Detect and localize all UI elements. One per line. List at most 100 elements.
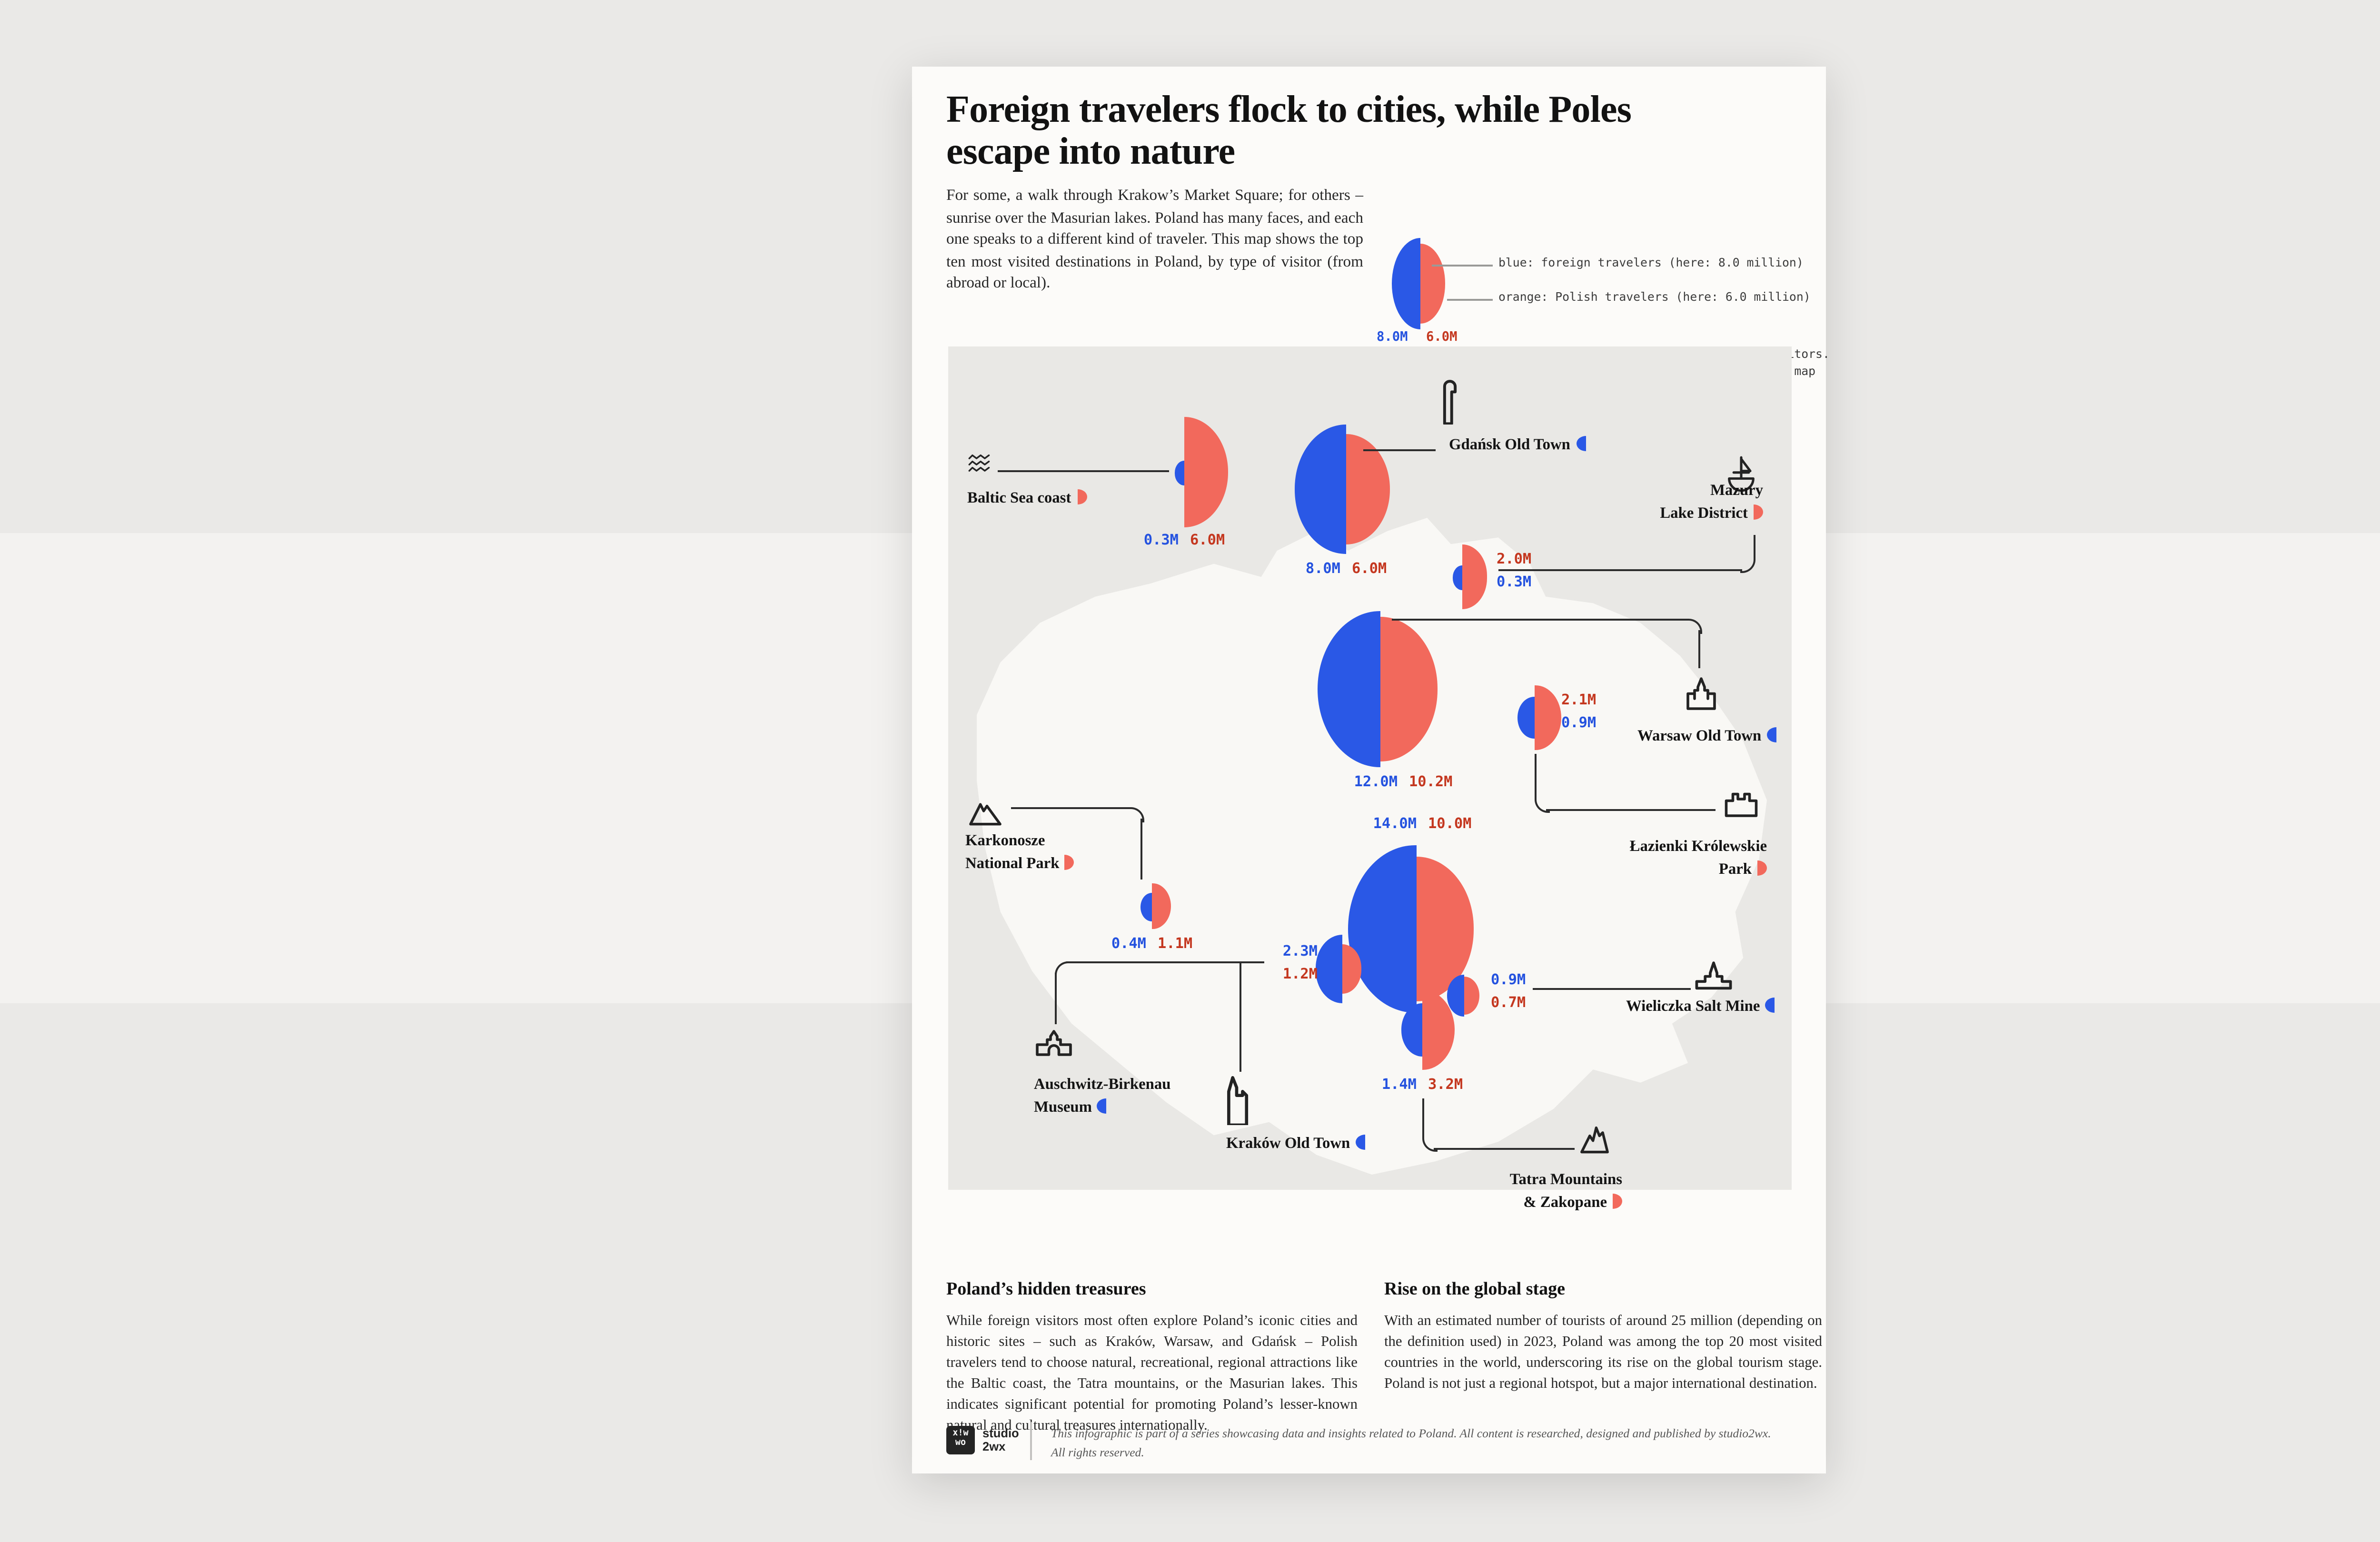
label-text: Kraków Old Town — [1226, 1135, 1350, 1152]
castle-icon — [1681, 672, 1721, 712]
connector-tatra-h — [1434, 1148, 1575, 1150]
title-line-2: escape into nature — [946, 131, 1235, 173]
label-text: Lake District — [1660, 504, 1748, 521]
foreign-half — [1174, 460, 1184, 484]
intro-paragraph: For some, a walk through Krakow’s Market… — [946, 187, 1363, 292]
values-baltic: 0.3M 6.0M — [1070, 531, 1299, 548]
connector-mazury-h — [1498, 569, 1742, 571]
polish-prevails-marker — [1065, 854, 1075, 869]
polish-value: 6.0M — [1352, 560, 1387, 577]
legend-foreign-half — [1392, 238, 1420, 329]
page-title: Foreign travelers flock to cities, while… — [946, 89, 1803, 173]
location-label-auschwitz: Auschwitz-Birkenau Museum — [1034, 1074, 1171, 1117]
peak-icon — [1578, 1121, 1611, 1154]
section-body: With an estimated number of tourists of … — [1384, 1312, 1822, 1392]
polish-value: 10.0M — [1428, 815, 1472, 832]
connector-lazienki-v — [1535, 754, 1537, 800]
section-hidden-treasures: Poland’s hidden treasures While foreign … — [946, 1281, 1358, 1437]
label-text: Łazienki Królewskie — [1629, 838, 1767, 855]
values-lazienki: 2.1M 0.9M — [1561, 689, 1596, 733]
label-text: Baltic Sea coast — [967, 489, 1071, 506]
foreign-value: 0.4M — [1111, 935, 1146, 952]
location-label-lazienki: Łazienki Królewskie Park — [1630, 836, 1767, 880]
connector-tatra-v — [1422, 1098, 1424, 1138]
legend-connector-1 — [1432, 265, 1493, 267]
label-text: Karkonosze — [965, 832, 1045, 849]
foreign-value: 0.3M — [1497, 572, 1532, 589]
values-karkonosze: 0.4M 1.1M — [1038, 935, 1266, 952]
legend-example-polish-value: 6.0M — [1426, 329, 1458, 345]
location-label-baltic: Baltic Sea coast — [967, 487, 1087, 509]
location-label-warsaw: Warsaw Old Town — [1637, 725, 1777, 747]
section-body: While foreign visitors most often explor… — [946, 1312, 1358, 1433]
values-wieliczka: 0.9M 0.7M — [1491, 969, 1526, 1013]
polish-value: 0.7M — [1491, 993, 1526, 1010]
connector-warsaw-h — [1392, 619, 1687, 621]
connector-baltic — [998, 470, 1169, 472]
label-text: Wieliczka Salt Mine — [1626, 998, 1760, 1015]
foreign-prevails-marker — [1097, 1097, 1107, 1113]
label-text: Park — [1718, 860, 1752, 877]
connector-auschwitz-v — [1055, 973, 1057, 1024]
title-line-1: Foreign travelers flock to cities, while… — [946, 89, 1632, 131]
mine-tower-icon — [1693, 959, 1735, 990]
section-heading: Rise on the global stage — [1384, 1281, 1565, 1300]
legend-entry-foreign: blue: foreign travelers (here: 8.0 milli… — [1498, 257, 1804, 270]
sailboat-icon — [1723, 453, 1759, 495]
section-global-stage: Rise on the global stage With an estimat… — [1384, 1281, 1822, 1395]
location-label-gdansk: Gdańsk Old Town — [1449, 434, 1586, 456]
foreign-prevails-marker — [1356, 1135, 1366, 1150]
foreign-prevails-marker — [1765, 998, 1775, 1013]
label-text: Auschwitz-Birkenau — [1034, 1076, 1171, 1093]
foreign-half — [1452, 564, 1462, 589]
label-text: National Park — [965, 854, 1060, 871]
polish-prevails-marker — [1613, 1193, 1622, 1208]
values-krakow: 14.0M 10.0M — [1308, 815, 1537, 832]
palace-icon — [1721, 786, 1761, 819]
values-mazury: 2.0M 0.3M — [1497, 548, 1531, 592]
foreign-value: 8.0M — [1305, 560, 1340, 577]
connector-karkonosze-h — [1011, 807, 1129, 809]
label-text: Tatra Mountains — [1509, 1171, 1622, 1188]
mountains-icon — [967, 796, 1003, 826]
gate-icon — [1034, 1026, 1074, 1057]
connector-lazienki-h — [1546, 809, 1716, 811]
foreign-value: 0.9M — [1561, 713, 1597, 730]
foreign-prevails-marker — [1576, 436, 1586, 451]
foreign-value: 1.4M — [1381, 1076, 1417, 1093]
polish-value: 10.2M — [1409, 773, 1453, 790]
polish-prevails-marker — [1754, 504, 1763, 519]
foreign-value: 0.3M — [1143, 531, 1179, 548]
connector-auschwitz-h — [1066, 961, 1264, 963]
connector-wieliczka — [1533, 988, 1691, 990]
foreign-prevails-marker — [1767, 727, 1777, 742]
label-text: Mazury — [1710, 482, 1763, 499]
connector-auschwitz-corner — [1055, 961, 1070, 977]
polish-value: 2.1M — [1561, 691, 1597, 708]
location-label-krakow: Kraków Old Town — [1226, 1133, 1366, 1155]
legend-polish-half — [1420, 244, 1445, 324]
section-heading: Poland’s hidden treasures — [946, 1281, 1146, 1300]
connector-karkonosze-v — [1140, 819, 1142, 880]
location-label-mazury: Mazury Lake District — [1660, 480, 1763, 524]
location-label-tatra: Tatra Mountains & Zakopane — [1510, 1169, 1622, 1213]
polish-value: 1.2M — [1282, 964, 1318, 981]
legend-example-foreign-value: 8.0M — [1377, 329, 1408, 345]
values-warsaw: 12.0M 10.2M — [1289, 773, 1517, 790]
polish-value: 6.0M — [1190, 531, 1225, 548]
foreign-value: 12.0M — [1354, 773, 1398, 790]
connector-mazury-v — [1754, 535, 1755, 560]
location-label-wieliczka: Wieliczka Salt Mine — [1626, 996, 1775, 1018]
polish-value: 1.1M — [1158, 935, 1193, 952]
legend-connector-2 — [1447, 299, 1493, 301]
location-label-karkonosze: Karkonosze National Park — [965, 830, 1075, 874]
church-tower-icon — [1224, 1074, 1249, 1125]
waves-icon — [967, 453, 992, 474]
connector-warsaw-v — [1698, 630, 1700, 668]
values-auschwitz: 2.3M 1.2M — [1222, 940, 1318, 984]
polish-prevails-marker — [1757, 860, 1767, 875]
connector-krakow-old-town — [1240, 961, 1241, 1072]
foreign-value: 0.9M — [1491, 971, 1526, 988]
values-tatra: 1.4M 3.2M — [1308, 1076, 1537, 1093]
